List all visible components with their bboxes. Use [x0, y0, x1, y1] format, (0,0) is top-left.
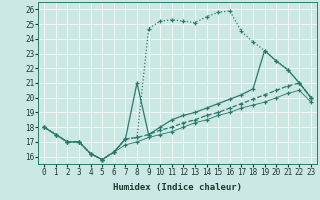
X-axis label: Humidex (Indice chaleur): Humidex (Indice chaleur) — [113, 183, 242, 192]
